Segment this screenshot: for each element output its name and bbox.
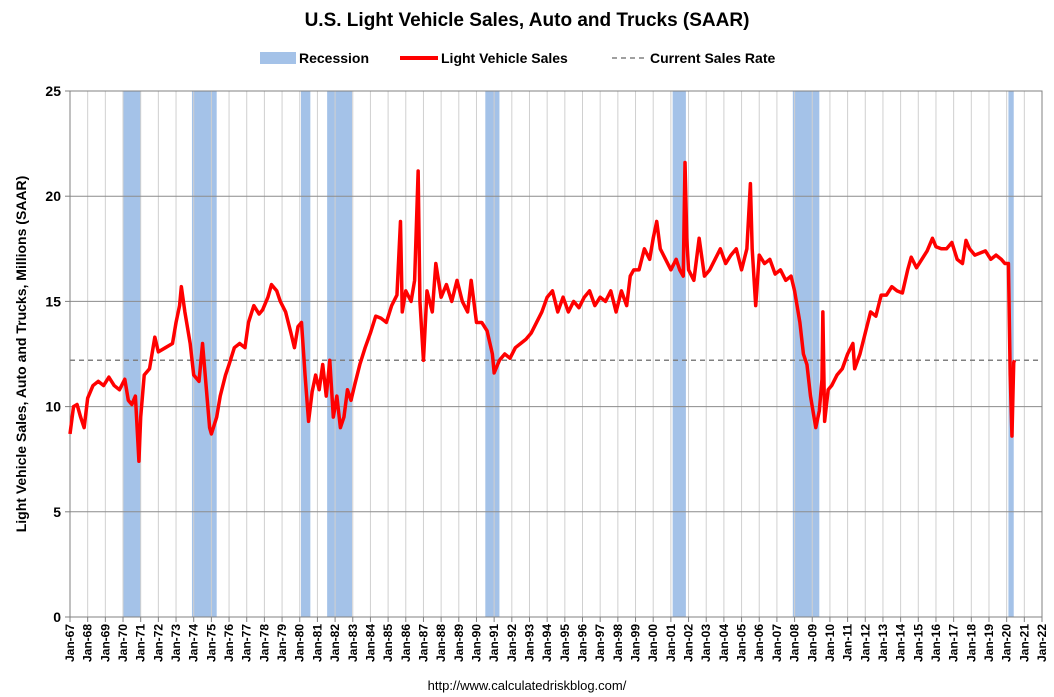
x-tick-label: Jan-05 [735, 624, 749, 662]
x-tick-label: Jan-19 [982, 624, 996, 662]
x-tick-label: Jan-86 [399, 624, 413, 662]
recession-band [123, 91, 141, 617]
x-tick-label: Jan-96 [576, 624, 590, 662]
x-tick-label: Jan-07 [770, 624, 784, 662]
x-tick-label: Jan-13 [876, 624, 890, 662]
y-tick-label: 5 [53, 504, 61, 520]
x-tick-label: Jan-11 [841, 624, 855, 662]
x-tick-label: Jan-85 [381, 624, 395, 662]
x-tick-label: Jan-80 [293, 624, 307, 662]
x-tick-label: Jan-20 [1000, 624, 1014, 662]
x-tick-label: Jan-89 [452, 624, 466, 662]
x-tick-label: Jan-98 [611, 624, 625, 662]
x-tick-label: Jan-91 [487, 624, 501, 662]
recession-band [300, 91, 311, 617]
x-tick-label: Jan-12 [858, 624, 872, 662]
x-tick-label: Jan-16 [929, 624, 943, 662]
x-tick-label: Jan-92 [505, 624, 519, 662]
x-tick-label: Jan-93 [522, 624, 536, 662]
x-tick-label: Jan-69 [98, 624, 112, 662]
x-tick-label: Jan-88 [434, 624, 448, 662]
x-tick-label: Jan-10 [823, 624, 837, 662]
x-tick-label: Jan-08 [788, 624, 802, 662]
x-tick-label: Jan-67 [63, 624, 77, 662]
x-tick-label: Jan-72 [151, 624, 165, 662]
x-tick-label: Jan-06 [752, 624, 766, 662]
x-tick-label: Jan-77 [240, 624, 254, 662]
recession-band [327, 91, 353, 617]
y-axis-label: Light Vehicle Sales, Auto and Trucks, Mi… [13, 176, 29, 533]
chart-title: U.S. Light Vehicle Sales, Auto and Truck… [305, 10, 750, 31]
x-tick-label: Jan-70 [116, 624, 130, 662]
x-tick-label: Jan-94 [540, 624, 554, 662]
x-tick-label: Jan-97 [593, 624, 607, 662]
y-tick-label: 20 [45, 188, 61, 204]
x-tick-label: Jan-99 [629, 624, 643, 662]
x-tick-label: Jan-76 [222, 624, 236, 662]
x-tick-label: Jan-14 [894, 624, 908, 662]
x-tick-label: Jan-02 [682, 624, 696, 662]
x-tick-label: Jan-22 [1035, 624, 1049, 662]
x-tick-label: Jan-03 [699, 624, 713, 662]
x-tick-label: Jan-21 [1017, 624, 1031, 662]
x-tick-label: Jan-01 [664, 624, 678, 662]
plot-frame [69, 90, 1043, 618]
legend-label: Current Sales Rate [650, 50, 775, 66]
legend-label: Recession [299, 50, 369, 66]
x-tick-label: Jan-83 [346, 624, 360, 662]
x-tick-label: Jan-68 [81, 624, 95, 662]
x-tick-label: Jan-74 [187, 624, 201, 662]
x-tick-label: Jan-17 [947, 624, 961, 662]
x-tick-label: Jan-87 [416, 624, 430, 662]
series-line [68, 160, 1017, 464]
y-tick-label: 10 [45, 399, 61, 415]
legend-swatch [260, 52, 296, 64]
x-tick-label: Jan-00 [646, 624, 660, 662]
source: http://www.calculatedriskblog.com/ [428, 678, 627, 693]
x-tick-label: Jan-81 [310, 624, 324, 662]
x-tick-label: Jan-95 [558, 624, 572, 662]
x-tick-label: Jan-90 [469, 624, 483, 662]
x-tick-label: Jan-75 [204, 624, 218, 662]
y-tick-label: 15 [45, 293, 61, 309]
x-tick-label: Jan-15 [911, 624, 925, 662]
x-tick-label: Jan-18 [964, 624, 978, 662]
legend-label: Light Vehicle Sales [441, 50, 568, 66]
x-tick-label: Jan-71 [134, 624, 148, 662]
x-tick-label: Jan-04 [717, 624, 731, 662]
x-tick-label: Jan-09 [805, 624, 819, 662]
x-tick-label: Jan-79 [275, 624, 289, 662]
y-tick-label: 25 [45, 83, 61, 99]
recession-band [792, 91, 820, 617]
x-tick-label: Jan-84 [363, 624, 377, 662]
y-tick-label: 0 [53, 609, 61, 625]
x-tick-label: Jan-82 [328, 624, 342, 662]
x-tick-label: Jan-78 [257, 624, 271, 662]
x-tick-label: Jan-73 [169, 624, 183, 662]
